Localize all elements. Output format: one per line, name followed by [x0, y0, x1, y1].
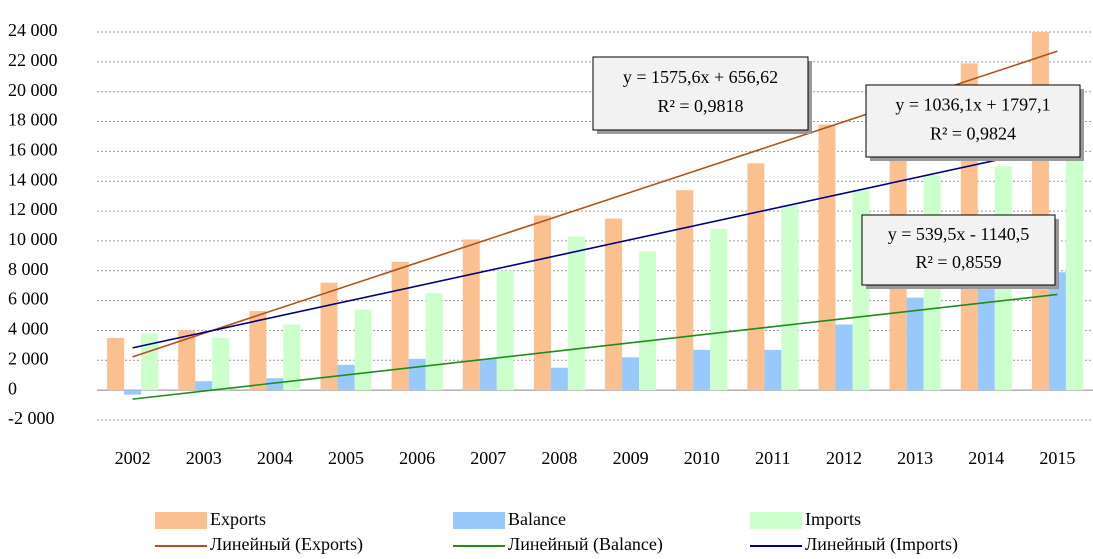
bar [676, 190, 694, 391]
y-tick-label: 8 000 [8, 259, 49, 279]
legend-swatch [453, 512, 505, 529]
x-tick-label: 2005 [328, 448, 364, 468]
legend-label: Линейный (Exports) [210, 534, 363, 555]
bar [567, 236, 585, 391]
y-tick-label: 2 000 [8, 348, 49, 368]
x-tick-label: 2003 [186, 448, 222, 468]
legend-label: Exports [210, 509, 266, 529]
y-tick-label: 24 000 [8, 20, 58, 40]
annotation-box [865, 84, 1081, 158]
x-tick-label: 2008 [541, 448, 577, 468]
x-tick-label: 2015 [1039, 448, 1075, 468]
x-tick-label: 2007 [470, 448, 506, 468]
bar [283, 324, 301, 391]
y-tick-label: 18 000 [8, 110, 58, 130]
bar [906, 297, 924, 391]
y-tick-label: 4 000 [8, 319, 49, 339]
y-tick-label: 22 000 [8, 50, 58, 70]
x-tick-label: 2004 [257, 448, 293, 468]
bar [605, 218, 623, 391]
bar [622, 357, 640, 391]
y-tick-label: 12 000 [8, 199, 58, 219]
x-tick-label: 2014 [968, 448, 1004, 468]
bar [977, 285, 995, 391]
x-tick-label: 2013 [897, 448, 933, 468]
y-tick-label: 10 000 [8, 229, 58, 249]
bar [550, 367, 568, 391]
annotation-box [861, 214, 1056, 286]
x-tick-label: 2012 [826, 448, 862, 468]
y-tick-label: 6 000 [8, 289, 49, 309]
bar [107, 337, 125, 391]
bar [391, 261, 409, 391]
y-tick-label: 16 000 [8, 140, 58, 160]
bar [178, 330, 196, 391]
r2-label: R² = 0,9824 [930, 124, 1016, 144]
equation-label: y = 539,5x - 1140,5 [888, 224, 1029, 244]
trend-line [132, 146, 1058, 349]
bar [320, 282, 338, 391]
equation-label: y = 1036,1x + 1797,1 [895, 95, 1050, 115]
trend-line [132, 293, 1058, 400]
legend-swatch [750, 512, 802, 529]
bar [249, 311, 267, 391]
bar [124, 390, 142, 395]
x-tick-label: 2010 [684, 448, 720, 468]
y-tick-label: 20 000 [8, 80, 58, 100]
bar [479, 358, 497, 391]
bar [781, 205, 799, 391]
equation-label: y = 1575,6x + 656,62 [623, 67, 778, 87]
bar [195, 381, 213, 391]
x-tick-label: 2002 [115, 448, 151, 468]
bar [835, 324, 853, 391]
bar [337, 364, 355, 391]
bar [212, 337, 230, 391]
y-tick-label: -2 000 [8, 408, 55, 428]
bar [1048, 272, 1066, 391]
bar [408, 358, 426, 391]
legend-label: Линейный (Imports) [805, 534, 958, 555]
legend-swatch [155, 512, 207, 529]
bar [710, 228, 728, 391]
legend-label: Imports [805, 509, 861, 529]
x-tick-label: 2011 [755, 448, 790, 468]
bar [354, 309, 372, 391]
r2-label: R² = 0,8559 [915, 252, 1001, 272]
bar [141, 333, 159, 391]
bar [425, 293, 443, 391]
bar [747, 163, 765, 391]
bar [1065, 151, 1083, 391]
x-tick-label: 2009 [613, 448, 649, 468]
bar [266, 378, 284, 391]
bar [462, 239, 480, 391]
bar [533, 215, 551, 391]
bar [764, 349, 782, 391]
y-tick-label: 0 [8, 378, 17, 398]
annotation-box [592, 56, 809, 131]
legend-label: Линейный (Balance) [508, 534, 663, 555]
r2-label: R² = 0,9818 [657, 96, 743, 116]
bar [639, 251, 657, 391]
x-tick-label: 2006 [399, 448, 435, 468]
bar [496, 270, 514, 391]
y-tick-label: 14 000 [8, 169, 58, 189]
bar [693, 349, 711, 391]
bar [818, 124, 836, 391]
legend-label: Balance [508, 509, 566, 529]
